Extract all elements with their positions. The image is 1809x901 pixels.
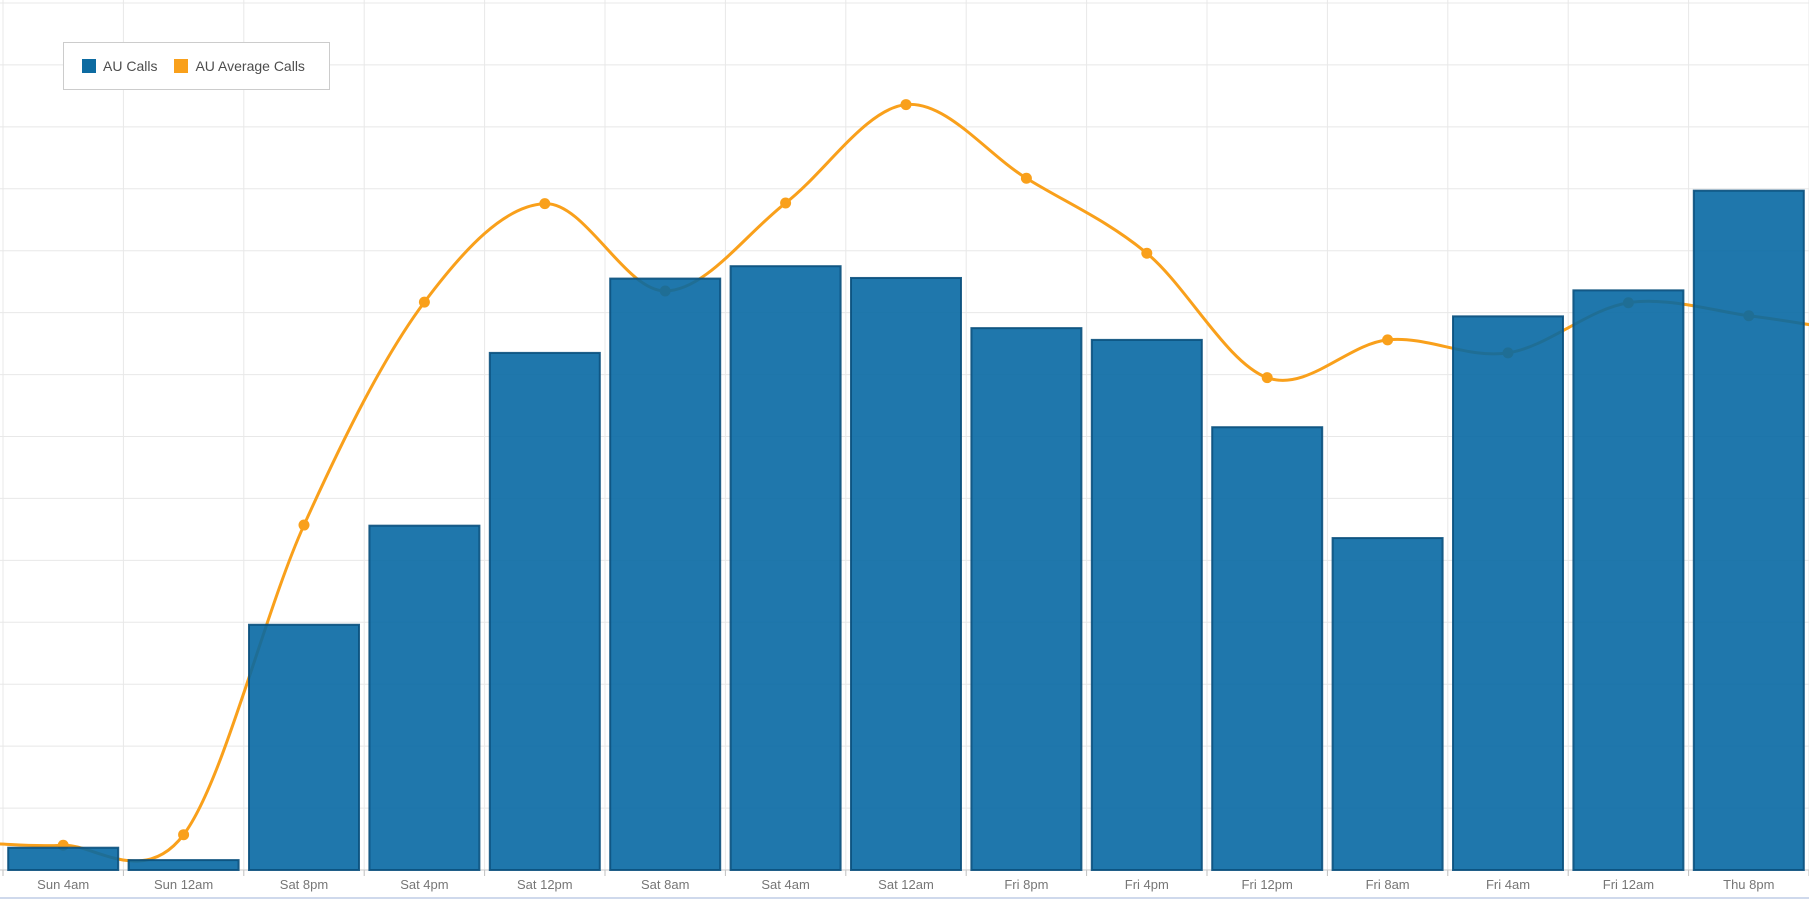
au-calls-bar[interactable] bbox=[609, 277, 722, 871]
au-calls-bar[interactable] bbox=[1452, 315, 1564, 871]
au-average-calls-marker[interactable] bbox=[1261, 372, 1273, 384]
legend-item-au-calls[interactable]: AU Calls bbox=[82, 58, 157, 74]
x-axis-label: Sun 4am bbox=[37, 877, 89, 892]
au-calls-bar[interactable] bbox=[1331, 537, 1444, 871]
x-axis-label: Fri 12pm bbox=[1242, 877, 1293, 892]
au-average-calls-marker[interactable] bbox=[1141, 247, 1153, 259]
au-average-calls-marker[interactable] bbox=[298, 519, 310, 531]
legend-label-au-average-calls: AU Average Calls bbox=[195, 58, 305, 74]
au-average-calls-marker[interactable] bbox=[539, 198, 551, 210]
x-axis-label: Fri 8pm bbox=[1004, 877, 1048, 892]
x-axis-label: Sat 8am bbox=[641, 877, 689, 892]
bottom-panel-edge bbox=[0, 897, 1809, 899]
au-average-calls-marker[interactable] bbox=[1020, 172, 1032, 184]
x-axis-label: Sat 12am bbox=[878, 877, 934, 892]
legend-label-au-calls: AU Calls bbox=[103, 58, 158, 74]
au-average-calls-marker[interactable] bbox=[780, 197, 792, 209]
au-calls-bar[interactable] bbox=[1211, 426, 1324, 871]
x-axis-label: Fri 12am bbox=[1603, 877, 1654, 892]
x-axis-label: Fri 4pm bbox=[1125, 877, 1169, 892]
x-axis-label: Sun 12am bbox=[154, 877, 213, 892]
x-axis-label: Fri 8am bbox=[1366, 877, 1410, 892]
au-average-calls-marker[interactable] bbox=[1382, 334, 1394, 346]
au-calls-bar[interactable] bbox=[1090, 338, 1203, 871]
legend-item-au-average-calls[interactable]: AU Average Calls bbox=[174, 58, 305, 74]
legend: AU Calls AU Average Calls bbox=[63, 42, 330, 90]
au-calls-bar[interactable] bbox=[488, 351, 601, 871]
x-axis-label: Sat 4am bbox=[761, 877, 809, 892]
au-calls-bar[interactable] bbox=[1572, 289, 1685, 871]
au-calls-swatch-icon bbox=[82, 59, 96, 73]
au-calls-bar[interactable] bbox=[127, 859, 240, 872]
x-axis-label: Fri 4am bbox=[1486, 877, 1530, 892]
x-axis-label: Sat 4pm bbox=[400, 877, 448, 892]
au-average-calls-marker[interactable] bbox=[178, 829, 190, 841]
au-average-calls-marker[interactable] bbox=[418, 296, 430, 308]
au-average-calls-swatch-icon bbox=[174, 59, 189, 73]
au-calls-bar[interactable] bbox=[1692, 189, 1805, 872]
x-axis-label: Thu 8pm bbox=[1723, 877, 1774, 892]
au-calls-bar[interactable] bbox=[7, 846, 120, 871]
au-calls-bar[interactable] bbox=[368, 524, 481, 871]
au-calls-bar[interactable] bbox=[248, 623, 360, 872]
au-calls-bar[interactable] bbox=[729, 265, 842, 872]
x-axis-label: Sat 12pm bbox=[517, 877, 573, 892]
au-average-calls-marker[interactable] bbox=[900, 99, 912, 111]
au-calls-bar[interactable] bbox=[970, 327, 1083, 871]
x-axis-label: Sat 8pm bbox=[280, 877, 328, 892]
au-calls-bar[interactable] bbox=[850, 276, 962, 872]
